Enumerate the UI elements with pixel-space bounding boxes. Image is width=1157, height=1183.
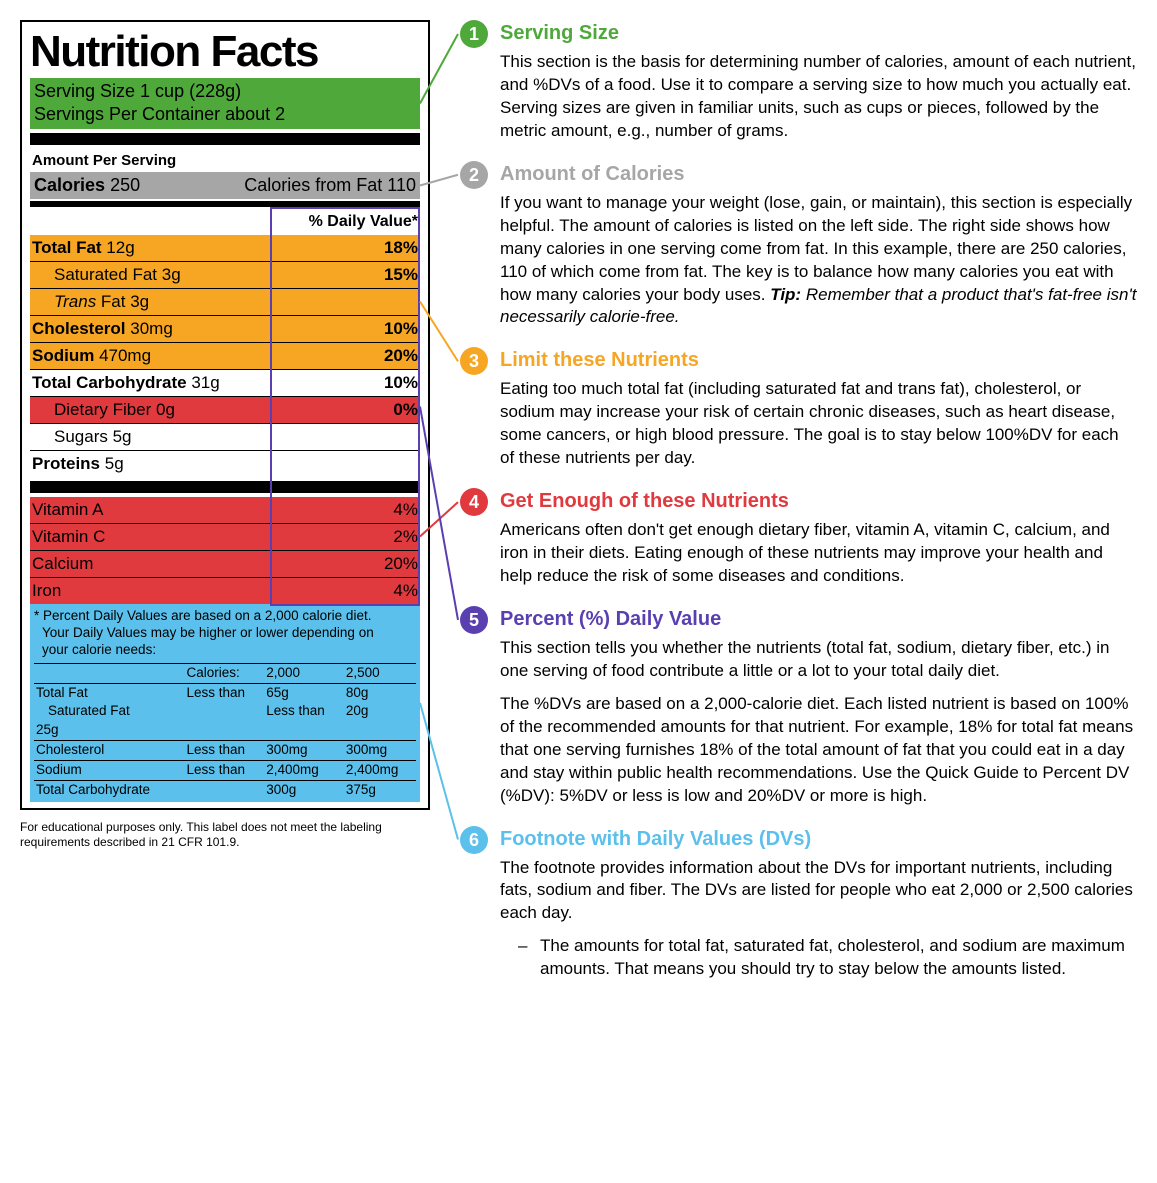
- footnote-block: * Percent Daily Values are based on a 2,…: [30, 604, 420, 802]
- badge-6: 6: [460, 826, 488, 854]
- badge-2: 2: [460, 161, 488, 189]
- explanation-panel: 1 Serving Size This section is the basis f…: [460, 20, 1137, 999]
- label-title: Nutrition Facts: [30, 30, 420, 74]
- explain-section-4: 4 Get Enough of these Nutrients Americans …: [460, 488, 1137, 588]
- section-title: Amount of Calories: [500, 161, 1137, 188]
- section-body: Eating too much total fat (including sat…: [500, 378, 1137, 470]
- serving-size: Serving Size 1 cup (228g): [34, 80, 416, 103]
- edu-note: For educational purposes only. This labe…: [20, 820, 430, 851]
- nutrient-row: Total Carbohydrate 31g10%: [30, 369, 420, 396]
- nutrient-row: Cholesterol 30mg10%: [30, 315, 420, 342]
- nutrition-infographic: Nutrition Facts Serving Size 1 cup (228g…: [20, 20, 1137, 999]
- section-body: If you want to manage your weight (lose,…: [500, 192, 1137, 330]
- badge-5: 5: [460, 606, 488, 634]
- calories-from-fat: Calories from Fat 110: [244, 175, 416, 196]
- footnote-star: * Percent Daily Values are based on a 2,…: [34, 608, 371, 623]
- serving-block: Serving Size 1 cup (228g) Servings Per C…: [30, 78, 420, 129]
- dv-table: Calories:2,0002,500Total FatLess than65g…: [34, 663, 416, 800]
- badge-1: 1: [460, 20, 488, 48]
- section-body: Americans often don't get enough dietary…: [500, 519, 1137, 588]
- calories-value: 250: [110, 175, 140, 195]
- explain-section-6: 6 Footnote with Daily Values (DVs) The foo…: [460, 826, 1137, 982]
- explain-section-1: 1 Serving Size This section is the basis f…: [460, 20, 1137, 143]
- nutrient-row: Proteins 5g: [30, 450, 420, 477]
- section-title: Get Enough of these Nutrients: [500, 488, 1137, 515]
- vitamin-row: Iron4%: [30, 577, 420, 604]
- vitamins-list: Vitamin A4%Vitamin C2%Calcium20%Iron4%: [30, 497, 420, 604]
- footnote-cont2: your calorie needs:: [34, 642, 416, 659]
- vitamin-row: Vitamin A4%: [30, 497, 420, 523]
- section-body: The footnote provides information about …: [500, 857, 1137, 982]
- nutrient-row: Saturated Fat 3g15%: [30, 261, 420, 288]
- calories-label: Calories: [34, 175, 105, 195]
- servings-per-container: Servings Per Container about 2: [34, 103, 416, 126]
- section-title: Percent (%) Daily Value: [500, 606, 1137, 633]
- explain-section-5: 5 Percent (%) Daily Value This section tel…: [460, 606, 1137, 808]
- section-title: Footnote with Daily Values (DVs): [500, 826, 1137, 853]
- nutrient-row: Total Fat 12g18%: [30, 235, 420, 261]
- explain-section-2: 2 Amount of Calories If you want to manage…: [460, 161, 1137, 330]
- section-body: This section is the basis for determinin…: [500, 51, 1137, 143]
- vitamin-row: Calcium20%: [30, 550, 420, 577]
- nutrient-row: Dietary Fiber 0g0%: [30, 396, 420, 423]
- badge-3: 3: [460, 347, 488, 375]
- nutrients-list: Total Fat 12g18%Saturated Fat 3g15%Trans…: [30, 235, 420, 477]
- badge-4: 4: [460, 488, 488, 516]
- section-title: Serving Size: [500, 20, 1137, 47]
- calories-row: Calories 250 Calories from Fat 110: [30, 172, 420, 199]
- nutrition-label: Nutrition Facts Serving Size 1 cup (228g…: [20, 20, 430, 810]
- nutrient-row: Trans Fat 3g: [30, 288, 420, 315]
- footnote-cont1: Your Daily Values may be higher or lower…: [34, 625, 416, 642]
- amount-per-serving: Amount Per Serving: [30, 149, 420, 172]
- section-title: Limit these Nutrients: [500, 347, 1137, 374]
- section-body: This section tells you whether the nutri…: [500, 637, 1137, 808]
- dv-header: % Daily Value*: [30, 209, 420, 235]
- nutrient-row: Sodium 470mg20%: [30, 342, 420, 369]
- explain-section-3: 3 Limit these Nutrients Eating too much to…: [460, 347, 1137, 470]
- vitamin-row: Vitamin C2%: [30, 523, 420, 550]
- nutrient-row: Sugars 5g: [30, 423, 420, 450]
- label-panel: Nutrition Facts Serving Size 1 cup (228g…: [20, 20, 430, 851]
